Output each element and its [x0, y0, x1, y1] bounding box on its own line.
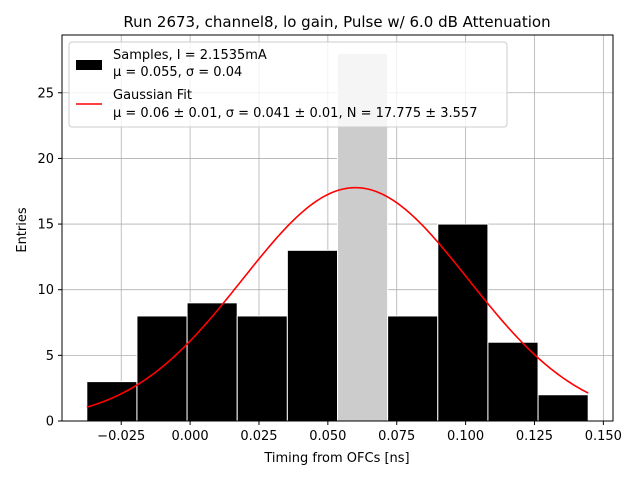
histogram-bar	[437, 223, 489, 422]
y-tick-label: 5	[46, 349, 54, 364]
y-axis-label: Entries	[15, 207, 30, 253]
plot-frame	[61, 34, 614, 422]
x-tick-label: 0.150	[585, 429, 622, 444]
chart-title: Run 2673, channel8, lo gain, Pulse w/ 6.…	[123, 13, 550, 31]
legend: Samples, I = 2.1535mA μ = 0.055, σ = 0.04…	[68, 41, 508, 128]
x-tick-label: −0.025	[97, 429, 145, 444]
legend-stats-samples: μ = 0.055, σ = 0.04	[113, 65, 242, 80]
y-tick-label: 0	[46, 415, 54, 430]
y-tick-label: 10	[37, 283, 54, 298]
histogram-bar	[487, 341, 539, 422]
histogram-bar	[136, 315, 188, 422]
x-tick-label: 0.000	[171, 429, 208, 444]
x-tick-label: 0.025	[240, 429, 277, 444]
legend-box	[68, 41, 508, 128]
legend-label-samples: Samples, I = 2.1535mA	[113, 48, 267, 63]
histogram-bar	[86, 381, 138, 422]
x-axis-label: Timing from OFCs [ns]	[263, 451, 409, 466]
gaussian-fit-line	[86, 186, 589, 408]
x-tick-label: 0.050	[309, 429, 346, 444]
histogram-bar	[286, 249, 339, 422]
legend-label-fit: Gaussian Fit	[113, 88, 192, 103]
histogram-bar	[186, 302, 238, 422]
y-tick-label: 20	[37, 152, 54, 167]
x-tick-label: 0.125	[516, 429, 553, 444]
x-tick-label: 0.100	[447, 429, 484, 444]
legend-swatch-samples	[76, 60, 102, 70]
y-tick-label: 15	[37, 218, 54, 233]
histogram-bar	[236, 315, 288, 422]
x-tick-label: 0.075	[378, 429, 415, 444]
y-tick-label: 25	[37, 86, 54, 101]
histogram-bar	[387, 315, 439, 422]
plot-area: −0.025 0.000 0.025 0.050 0.075 0.100 0.125 0.15…	[37, 34, 622, 444]
histogram-bar	[537, 394, 589, 422]
legend-stats-fit: μ = 0.06 ± 0.01, σ = 0.041 ± 0.01, N = 1…	[113, 106, 477, 121]
